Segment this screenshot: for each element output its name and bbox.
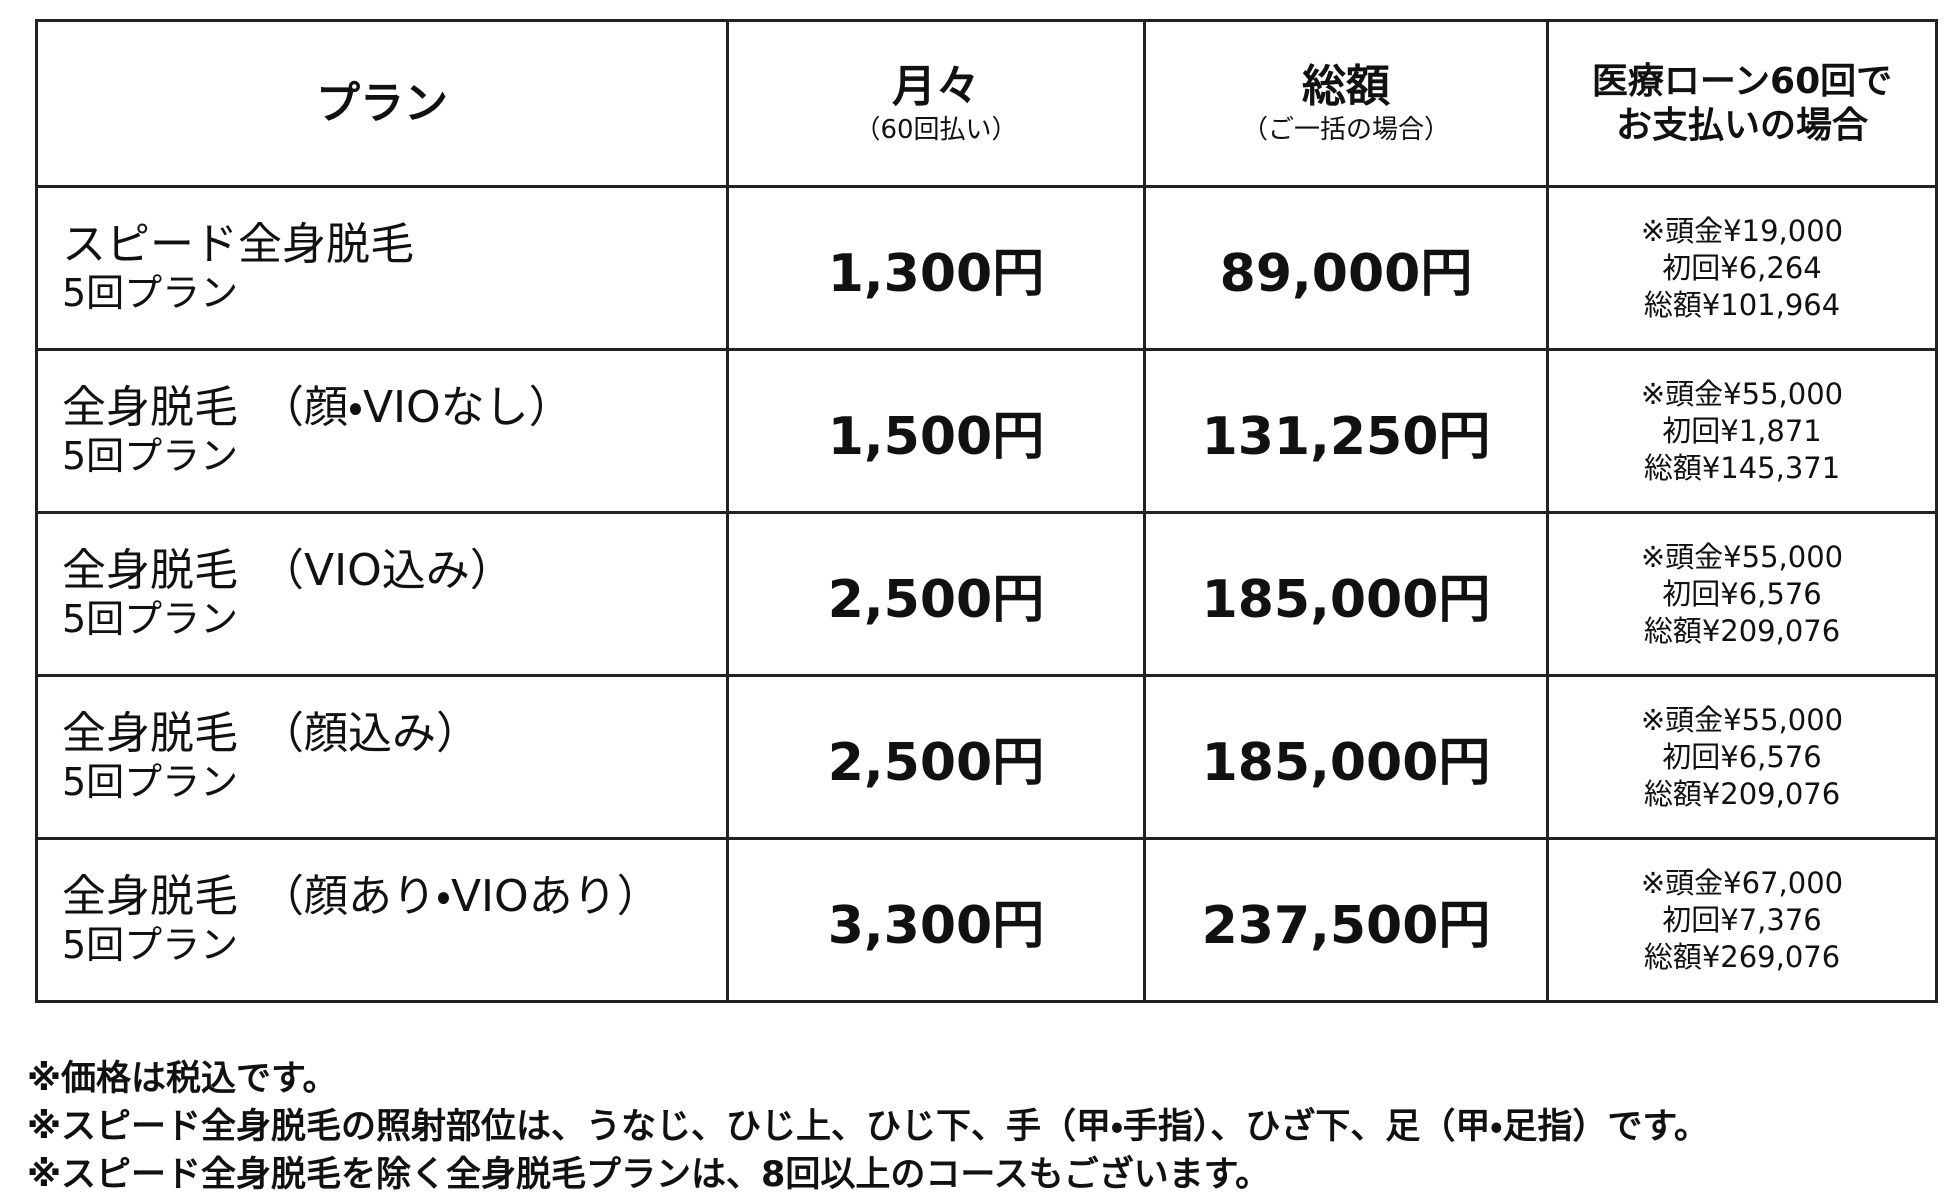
plan-cell: 全身脱毛 （VIO込み） 5回プラン — [35, 511, 729, 677]
header-cell: プラン — [35, 19, 729, 188]
header-text: 総額 — [1302, 60, 1390, 112]
loan-cell: ※頭金¥19,000 初回¥6,264 総額¥101,964 — [1546, 185, 1938, 351]
loan-line: ※頭金¥67,000 — [1640, 865, 1844, 900]
loan-line: 初回¥6,576 — [1662, 739, 1822, 774]
header-text: 月々 — [892, 60, 980, 112]
header-text: お支払いの場合 — [1615, 104, 1868, 146]
loan-line: 初回¥6,264 — [1662, 250, 1822, 285]
plan-count: 5回プラン — [62, 434, 239, 478]
loan-line: ※頭金¥55,000 — [1640, 539, 1844, 574]
monthly-price: 2,500円 — [726, 674, 1146, 840]
monthly-price: 1,300円 — [726, 185, 1146, 351]
header-cell: 総額 （ご一括の場合） — [1143, 19, 1549, 188]
plan-name: 全身脱毛 （顔・VIOなし） — [62, 382, 573, 433]
loan-line: ※頭金¥19,000 — [1640, 213, 1844, 248]
plan-count: 5回プラン — [62, 597, 239, 641]
header-sub: （ご一括の場合） — [1241, 114, 1450, 145]
monthly-price: 3,300円 — [726, 837, 1146, 1003]
table-row: 全身脱毛 （顔込み） 5回プラン 2,500円 185,000円 ※頭金¥55,000 初… — [35, 674, 1938, 840]
note: ※スピード全身脱毛の照射部位は、うなじ、ひじ上、ひじ下、手（甲・手指）、ひざ下、… — [27, 1107, 1709, 1147]
loan-cell: ※頭金¥67,000 初回¥7,376 総額¥269,076 — [1546, 837, 1938, 1003]
table-row: 全身脱毛 （顔あり・VIOあり） 5回プラン 3,300円 237,500円 ※頭金¥6… — [35, 837, 1938, 1003]
loan-cell: ※頭金¥55,000 初回¥1,871 総額¥145,371 — [1546, 348, 1938, 514]
monthly-price: 1,500円 — [726, 348, 1146, 514]
plan-cell: スピード全身脱毛 5回プラン — [35, 185, 729, 351]
plan-name: 全身脱毛 （VIO込み） — [62, 545, 514, 596]
total-price: 185,000円 — [1143, 674, 1549, 840]
loan-line: 総額¥209,076 — [1643, 613, 1841, 648]
loan-line: 初回¥7,376 — [1662, 902, 1822, 937]
header-row: プラン 月々 （60回払い） 総額 （ご一括の場合） 医療ローン60回で お支払いの場… — [35, 19, 1938, 188]
note: ※スピード全身脱毛を除く全身脱毛プランは、8回以上のコースもございます。 — [27, 1155, 1271, 1195]
loan-line: ※頭金¥55,000 — [1640, 376, 1844, 411]
plan-cell: 全身脱毛 （顔・VIOなし） 5回プラン — [35, 348, 729, 514]
plan-count: 5回プラン — [62, 271, 239, 315]
loan-cell: ※頭金¥55,000 初回¥6,576 総額¥209,076 — [1546, 511, 1938, 677]
table-row: 全身脱毛 （VIO込み） 5回プラン 2,500円 185,000円 ※頭金¥55,00… — [35, 511, 1938, 677]
plan-name: 全身脱毛 （顔あり・VIOあり） — [62, 871, 661, 922]
table-row: 全身脱毛 （顔・VIOなし） 5回プラン 1,500円 131,250円 ※頭金¥55,… — [35, 348, 1938, 514]
header-cell: 医療ローン60回で お支払いの場合 — [1546, 19, 1938, 188]
plan-count: 5回プラン — [62, 760, 239, 804]
header-text: プラン — [316, 77, 448, 129]
loan-line: 総額¥101,964 — [1643, 287, 1841, 322]
header-text: 医療ローン60回で — [1591, 60, 1893, 102]
plan-cell: 全身脱毛 （顔あり・VIOあり） 5回プラン — [35, 837, 729, 1003]
header-sub: （60回払い） — [854, 114, 1018, 145]
plan-cell: 全身脱毛 （顔込み） 5回プラン — [35, 674, 729, 840]
total-price: 185,000円 — [1143, 511, 1549, 677]
monthly-price: 2,500円 — [726, 511, 1146, 677]
plan-count: 5回プラン — [62, 923, 239, 967]
table-body: スピード全身脱毛 5回プラン 1,300円 89,000円 ※頭金¥19,000 初回¥6… — [35, 185, 1938, 1003]
loan-line: 総額¥145,371 — [1643, 450, 1841, 485]
price-table: プラン 月々 （60回払い） 総額 （ご一括の場合） 医療ローン60回で お支払いの場… — [35, 19, 1938, 1003]
loan-line: ※頭金¥55,000 — [1640, 702, 1844, 737]
table-row: スピード全身脱毛 5回プラン 1,300円 89,000円 ※頭金¥19,000 初回¥6… — [35, 185, 1938, 351]
notes: ※価格は税込です。 ※スピード全身脱毛の照射部位は、うなじ、ひじ上、ひじ下、手（甲… — [27, 1055, 1709, 1199]
note: ※価格は税込です。 — [27, 1059, 338, 1099]
total-price: 237,500円 — [1143, 837, 1549, 1003]
loan-line: 初回¥1,871 — [1662, 413, 1822, 448]
plan-name: 全身脱毛 （顔込み） — [62, 708, 480, 759]
plan-name: スピード全身脱毛 — [62, 219, 414, 270]
loan-cell: ※頭金¥55,000 初回¥6,576 総額¥209,076 — [1546, 674, 1938, 840]
loan-line: 総額¥209,076 — [1643, 776, 1841, 811]
total-price: 131,250円 — [1143, 348, 1549, 514]
total-price: 89,000円 — [1143, 185, 1549, 351]
loan-line: 初回¥6,576 — [1662, 576, 1822, 611]
header-cell: 月々 （60回払い） — [726, 19, 1146, 188]
loan-line: 総額¥269,076 — [1643, 939, 1841, 974]
